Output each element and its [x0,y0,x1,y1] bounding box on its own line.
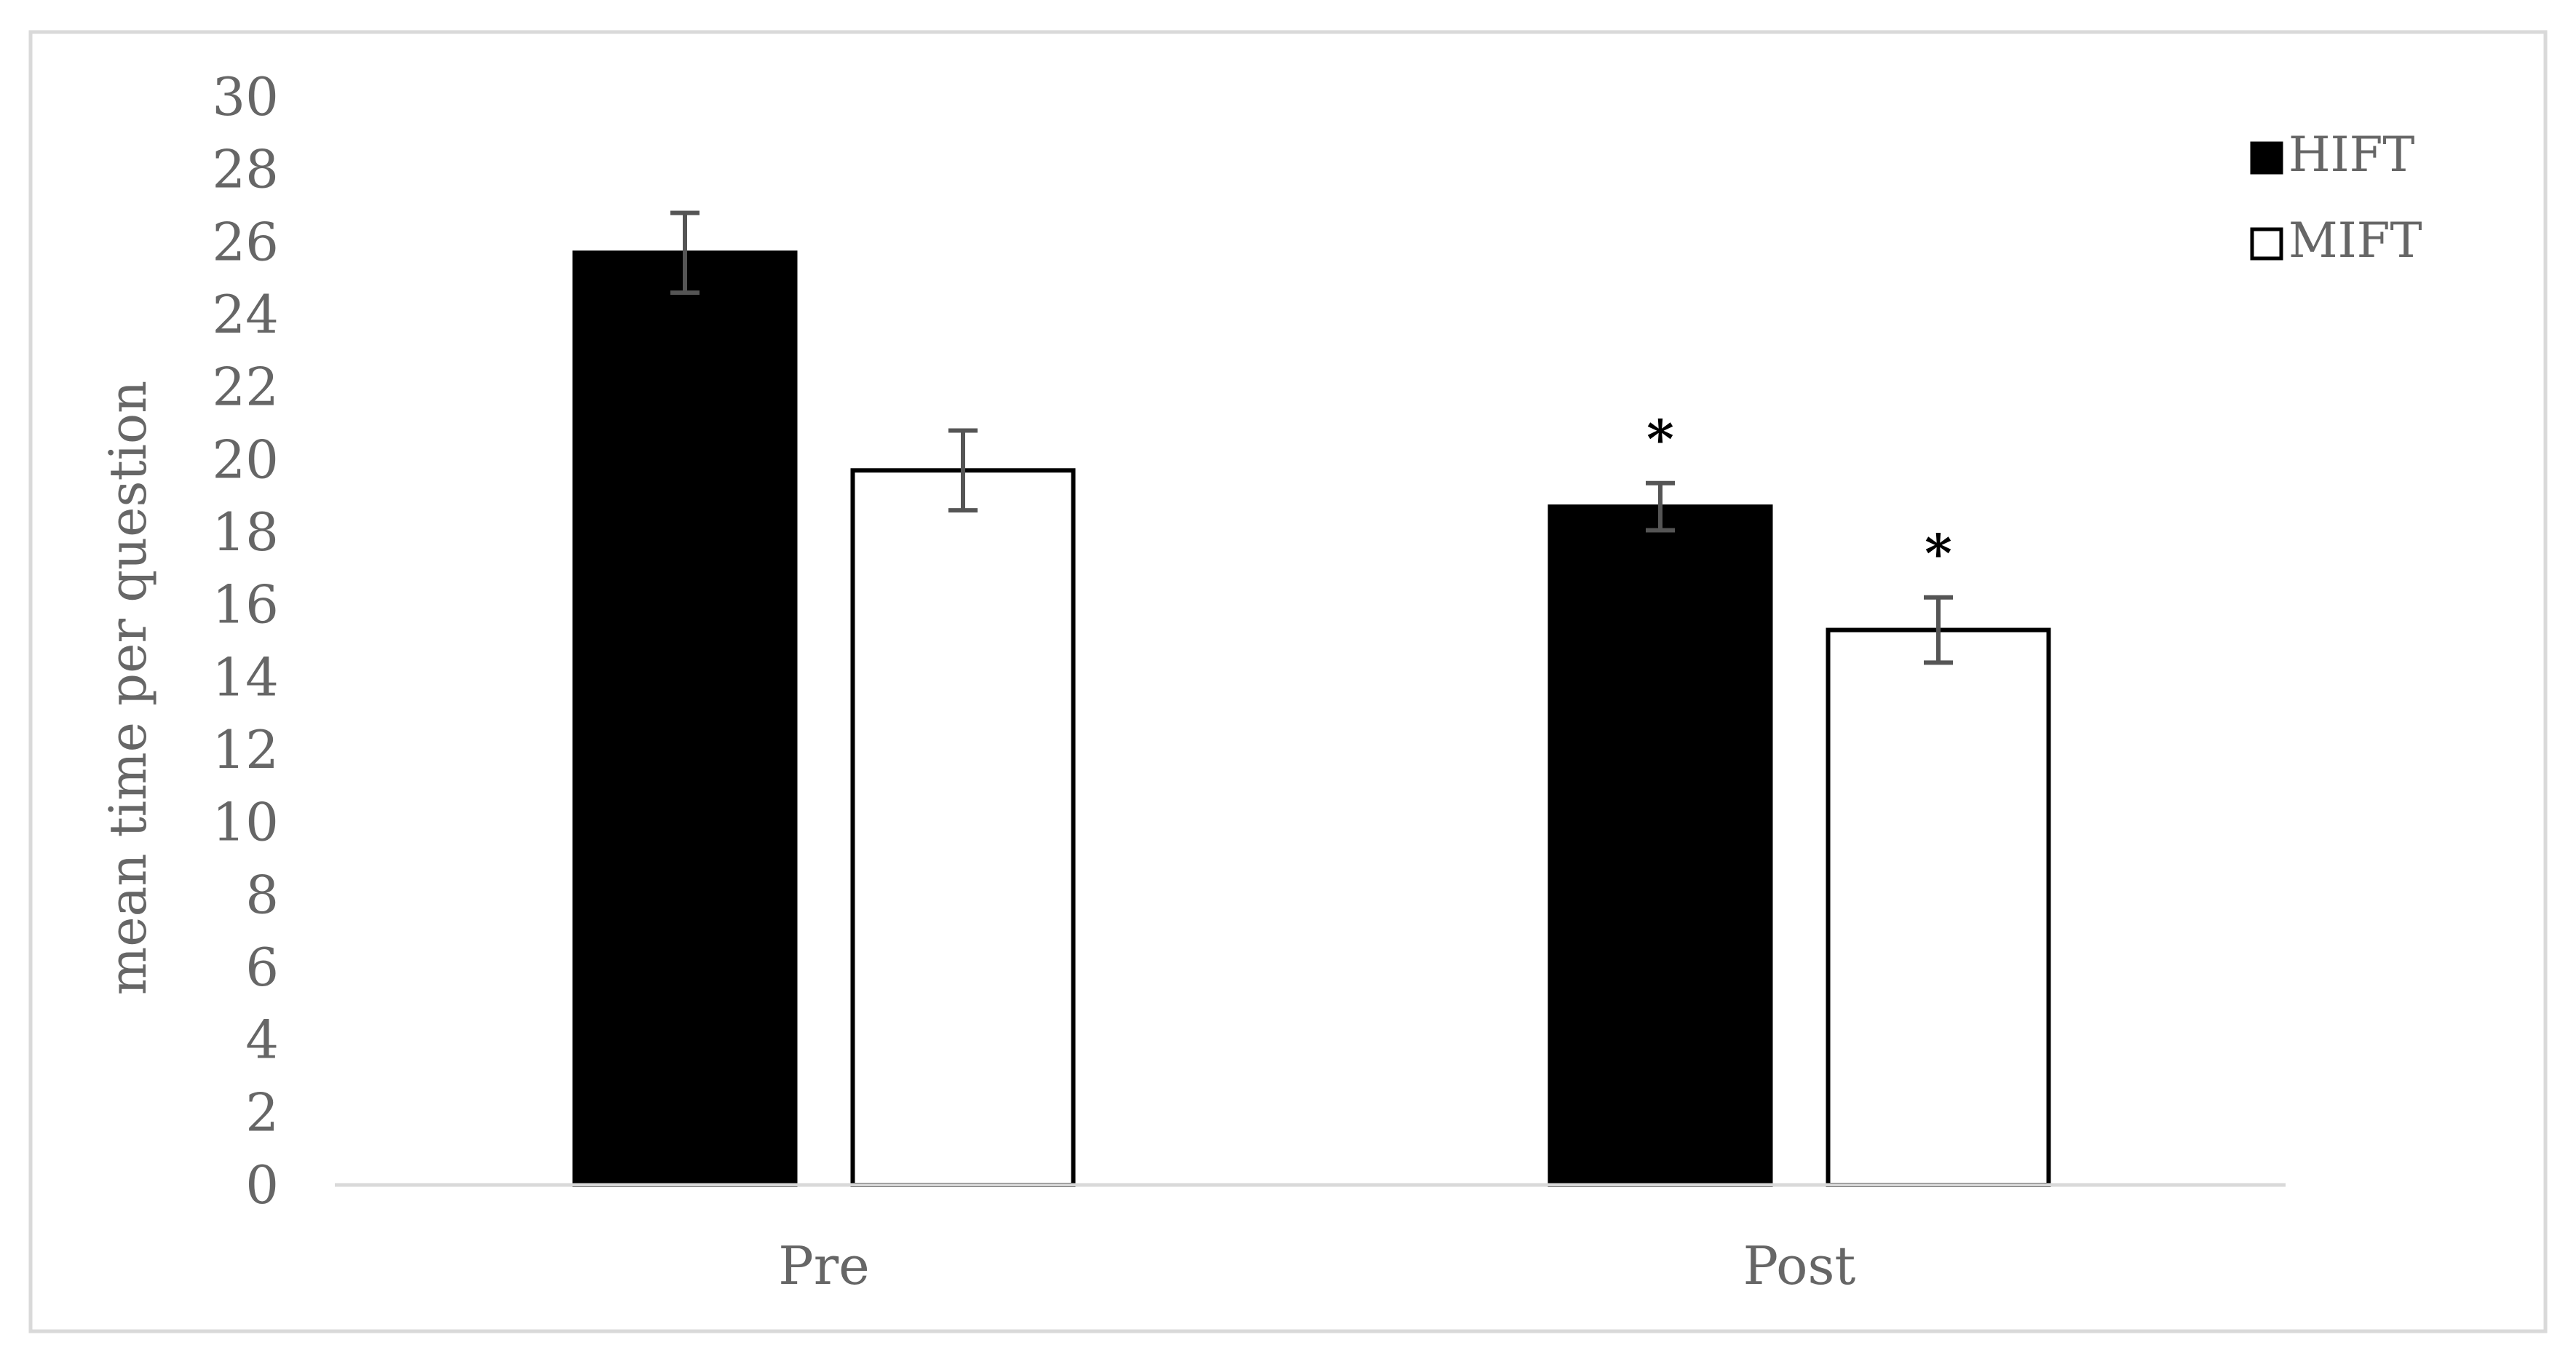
y-tick-label: 18 [212,501,279,563]
y-tick-label: 2 [245,1082,279,1143]
legend-swatch-mift [2250,227,2283,261]
y-tick-label: 24 [212,284,279,345]
y-tick-label: 12 [212,719,279,780]
legend-swatch-hift [2250,141,2283,175]
y-tick-label: 20 [212,429,279,490]
y-tick-label: 14 [212,646,279,707]
significance-markers: ** [1646,408,1952,584]
x-tick-label: Post [1743,1235,1856,1296]
error-bar [1646,480,1675,533]
bar-hift-pre [572,250,798,1187]
y-axis-label: mean time per question [98,381,158,995]
y-tick-label: 6 [245,937,279,998]
bar-hift-post [1547,504,1773,1187]
y-tick-label: 22 [212,357,279,418]
bar-mift-post [1826,627,2051,1187]
legend-label-hift: HIFT [2288,127,2414,183]
y-tick-label: 0 [245,1154,279,1216]
y-tick-label: 10 [212,792,279,853]
y-tick-label: 26 [212,211,279,272]
bars [572,250,2051,1187]
x-tick-label: Pre [778,1235,869,1296]
significance-asterisk: * [1925,523,1952,584]
significance-asterisk: * [1646,408,1674,470]
bar-mift-pre [850,468,1076,1187]
chart-border [28,30,2548,1333]
y-tick-label: 16 [212,574,279,635]
y-tick-label: 28 [212,139,279,200]
error-bar [948,428,978,513]
legend-label-mift: MIFT [2288,213,2422,269]
y-tick-label: 4 [245,1010,279,1071]
error-bar [1924,595,1953,665]
y-tick-label: 8 [245,864,279,925]
y-tick-label: 30 [212,66,279,127]
legend: HIFT MIFT [2250,127,2422,269]
x-axis-ticks: Pre Post [778,1235,1855,1296]
error-bar [670,210,700,296]
error-bars [670,210,1953,665]
